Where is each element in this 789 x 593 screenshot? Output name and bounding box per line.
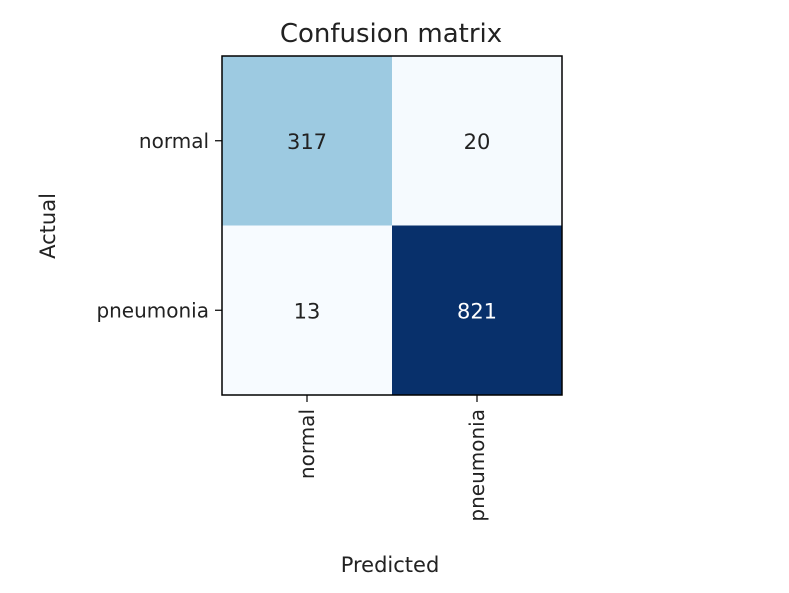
cell-value-pneumonia-normal: 13 <box>294 299 321 323</box>
chart-title: Confusion matrix <box>280 19 502 49</box>
x-tick-label: normal <box>295 409 319 479</box>
plot-frame <box>221 55 563 396</box>
heatmap-cell-normal-normal <box>222 56 393 226</box>
x-axis-label: Predicted <box>341 553 440 577</box>
y-axis-label: Actual <box>36 193 60 259</box>
x-tick-label: pneumonia <box>465 409 489 522</box>
cell-value-normal-pneumonia: 20 <box>464 130 491 154</box>
y-tick-label: normal <box>139 129 209 153</box>
heatmap-cells: 317 20 13 821 <box>222 56 563 396</box>
cell-value-normal-normal: 317 <box>287 130 327 154</box>
heatmap-cell-pneumonia-pneumonia <box>392 225 563 396</box>
heatmap-cell-pneumonia-normal <box>222 225 393 396</box>
axis-ticks: normal pneumonia normal pneumonia <box>96 129 489 522</box>
heatmap-cell-normal-pneumonia <box>392 56 563 226</box>
y-tick-label: pneumonia <box>96 298 209 322</box>
cell-value-pneumonia-pneumonia: 821 <box>457 299 497 323</box>
